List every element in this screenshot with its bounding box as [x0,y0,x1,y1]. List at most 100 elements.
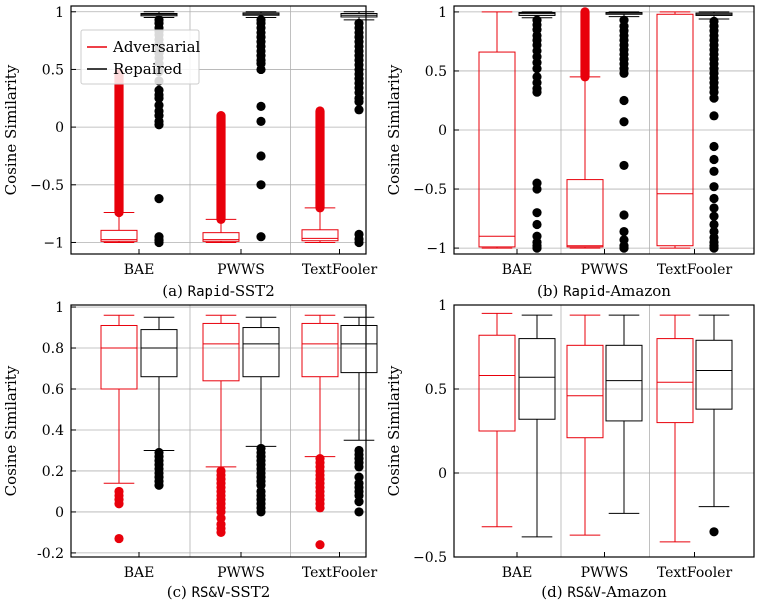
outlier-point [619,226,629,237]
outlier-point [154,194,164,204]
y-tick-label: 0 [55,505,64,521]
box-repaired-textfooler [695,11,733,253]
outlier-point [619,117,629,127]
outlier-point [256,116,266,126]
y-tick-label: 0.5 [42,62,64,78]
box-repaired-textfooler [340,316,378,517]
box-adversarial-pwws [566,7,604,249]
outlier-point [532,63,542,74]
x-tick-label: TextFooler [657,262,733,278]
y-tick-label: −0.5 [30,178,64,194]
y-axis-label: Cosine Similarity [385,365,403,496]
outlier-point [354,497,364,507]
x-tick-label: TextFooler [302,262,378,278]
outlier-point [709,166,719,176]
outlier-band [315,106,325,213]
box-repaired-textfooler [695,314,733,537]
outlier-point [709,203,719,213]
outlier-point [709,219,719,230]
outlier-point [154,93,164,103]
box-iqr [100,324,138,390]
outlier-point [532,243,542,253]
box-iqr [566,179,604,248]
x-tick-label: PWWS [217,565,265,581]
outlier-band [114,68,124,218]
outlier-point [354,97,364,107]
y-tick-label: 0.5 [425,382,447,398]
axes-frame [70,5,367,255]
box-repaired-bae [140,316,178,490]
outlier-point [256,101,266,111]
box-adversarial-bae [100,314,138,544]
box-iqr [242,327,280,378]
outlier-point [216,527,226,538]
outlier-point [532,87,542,97]
axes-frame [70,304,367,558]
outlier-point [532,184,542,194]
outlier-point [709,111,719,121]
outlier-point [532,219,542,230]
box-adversarial-pwws [202,110,240,243]
box-adversarial-textfooler [656,314,694,543]
box-iqr [566,344,604,439]
outlier-point [709,243,719,253]
y-tick-label: 1 [438,298,447,314]
y-tick-label: 0 [438,466,447,482]
x-tick-label: BAE [502,262,533,278]
outlier-band [580,7,590,82]
y-tick-label: −0.5 [413,550,447,566]
x-tick-label: BAE [124,565,155,581]
y-tick-label: −1 [426,241,447,257]
y-tick-label: 1 [438,5,447,21]
outlier-point [709,93,719,103]
panel-caption: (a) Rapid-SST2 [162,282,274,300]
y-tick-label: 0.8 [42,341,64,357]
box-iqr [140,329,178,378]
x-tick-label: TextFooler [657,565,733,581]
panel-b: −1 −0.5 0 0.5 1 BAE PWWS TextFooler Cosine Simil… [385,5,755,300]
outlier-point [256,151,266,161]
box-iqr [478,51,516,248]
outlier-point [619,95,629,106]
panel-d: −0.5 0 0.5 1 BAE PWWS TextFooler Cosine Similar… [385,298,755,601]
outlier-point [354,462,364,472]
panel-caption: (d) RS&V-Amazon [541,583,667,601]
outlier-point [315,540,325,550]
outlier-point [256,180,266,190]
x-tick-label: BAE [502,565,533,581]
box-adversarial-pwws [202,314,240,538]
box-repaired-pwws [605,314,643,514]
outlier-point [532,208,542,218]
y-axis-label: Cosine Similarity [2,64,20,195]
y-axis-label: Cosine Similarity [385,64,403,195]
outlier-point [709,182,719,192]
legend-label-repaired: Repaired [113,60,183,78]
y-tick-label: −0.5 [413,182,447,198]
y-tick-label: -0.2 [37,546,64,562]
outlier-point [709,527,719,537]
box-iqr [656,338,694,424]
outlier-point [256,64,266,75]
outlier-point [709,141,719,152]
box-repaired-pwws [242,11,280,242]
box-iqr [301,229,339,242]
x-tick-label: TextFooler [302,565,378,581]
outlier-point [354,105,364,115]
y-tick-label: −1 [43,235,64,251]
box-iqr [695,339,733,410]
box-iqr [301,322,339,378]
panel-caption: (c) RS&V-SST2 [167,583,271,601]
outlier-point [709,211,719,221]
box-repaired-textfooler [340,11,378,248]
outlier-point [114,499,124,509]
outlier-band [216,110,226,224]
y-tick-label: 1 [55,5,64,21]
box-repaired-bae [518,11,556,253]
y-tick-label: 0.2 [42,464,64,480]
box-iqr [202,322,240,382]
outlier-point [619,243,629,253]
x-tick-label: PWWS [217,262,265,278]
legend-label-adversarial: Adversarial [112,38,201,56]
box-repaired-pwws [242,316,280,517]
